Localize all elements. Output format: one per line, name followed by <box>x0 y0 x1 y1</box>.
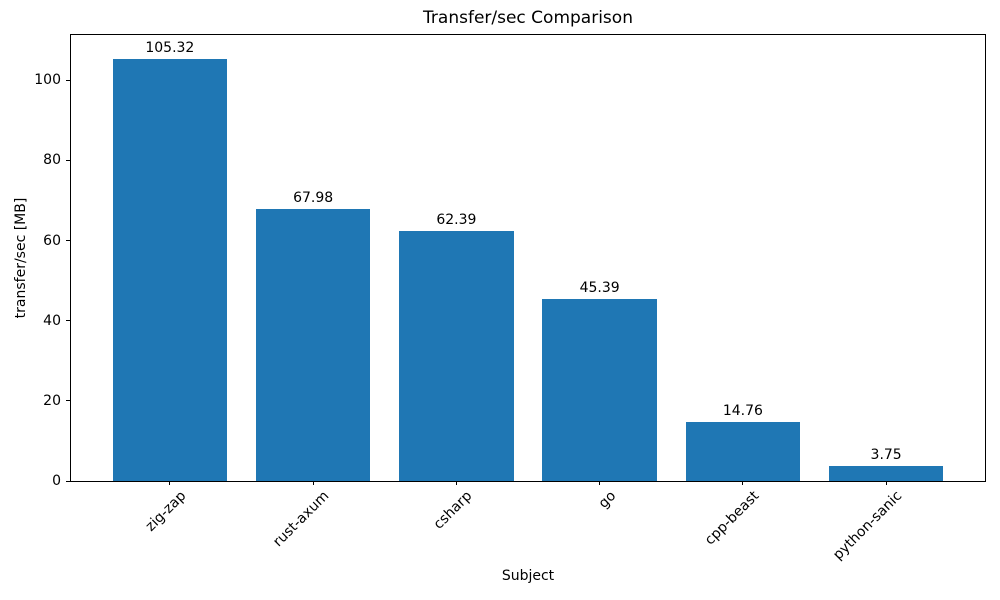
x-tick-mark <box>885 481 887 485</box>
x-tick-mark <box>742 481 744 485</box>
y-tick-mark <box>66 79 70 81</box>
y-tick-mark <box>66 159 70 161</box>
x-axis-label: Subject <box>501 568 555 584</box>
bar-csharp <box>399 231 514 481</box>
y-tick-label: 40 <box>43 312 61 329</box>
x-tick-mark <box>169 481 171 485</box>
bar-python-sanic <box>828 465 944 481</box>
chart-title: Transfer/sec Comparison <box>423 8 633 28</box>
bar-rust-axum <box>255 208 371 481</box>
x-tick-mark <box>455 481 457 485</box>
bar-value-label: 62.39 <box>436 212 477 228</box>
bar-value-label: 3.75 <box>870 446 902 463</box>
y-tick-label: 80 <box>43 152 61 169</box>
bar-value-label: 67.98 <box>293 189 334 206</box>
y-tick-mark <box>66 480 70 482</box>
y-tick-mark <box>66 320 70 322</box>
y-tick-mark <box>66 240 70 242</box>
y-tick-label: 100 <box>34 72 61 89</box>
bar-zig-zap <box>112 58 228 481</box>
y-tick-label: 60 <box>43 232 61 249</box>
y-tick-mark <box>66 400 70 402</box>
plot-area: 0 20 40 60 80 100 105.32 zig-zap 67.98 rust-axum 6… <box>34 34 986 563</box>
y-tick-label: 0 <box>52 473 61 489</box>
y-tick-label: 20 <box>43 392 61 409</box>
bar-cpp-beast <box>685 421 801 481</box>
bar-value-label: 45.39 <box>579 280 620 297</box>
x-tick-mark <box>312 481 314 485</box>
bar-value-label: 105.32 <box>145 39 195 56</box>
bar-go <box>542 299 657 481</box>
y-axis-label: transfer/sec [MB] <box>13 197 29 319</box>
x-tick-mark <box>599 481 601 485</box>
bar-value-label: 14.76 <box>722 402 763 419</box>
